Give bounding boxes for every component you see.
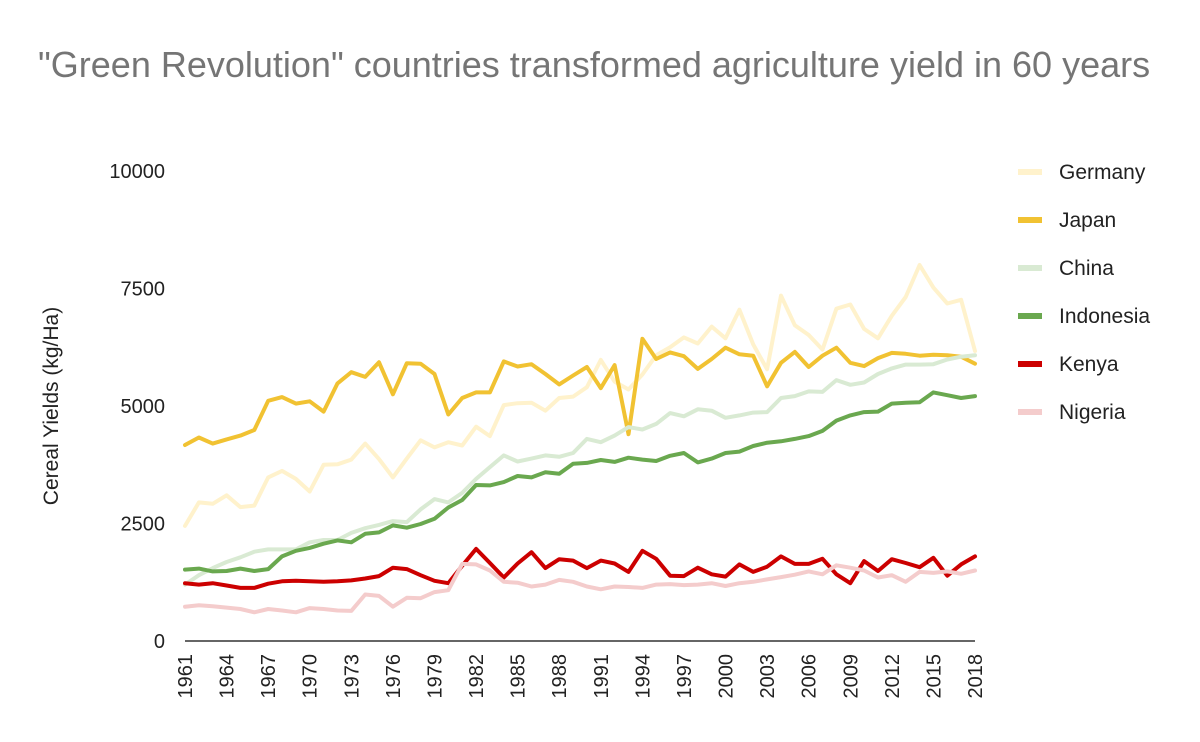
series-line-indonesia xyxy=(183,390,977,574)
x-tick-label: 2009 xyxy=(840,654,862,699)
x-tick-label: 2003 xyxy=(757,654,779,699)
x-tick-label: 1961 xyxy=(175,654,197,699)
series-line-japan xyxy=(183,336,977,447)
series-lines xyxy=(183,263,977,615)
y-tick-labels: 0 2500 5000 7500 10000 xyxy=(109,161,165,653)
x-tick-label: 1967 xyxy=(258,654,280,699)
x-tick-label: 2000 xyxy=(716,654,738,699)
y-tick-label: 2500 xyxy=(121,514,166,536)
y-tick-label: 0 xyxy=(154,631,165,653)
x-tick-label: 1976 xyxy=(383,654,405,699)
x-tick-label: 1964 xyxy=(217,654,239,699)
x-tick-label: 1979 xyxy=(424,654,446,699)
x-tick-label: 1973 xyxy=(341,654,363,699)
legend-label-indonesia: Indonesia xyxy=(1059,305,1150,328)
x-tick-label: 1988 xyxy=(549,654,571,699)
x-tick-label: 1970 xyxy=(300,654,322,699)
series-line-kenya xyxy=(183,546,977,590)
legend-label-nigeria: Nigeria xyxy=(1059,401,1126,424)
legend-label-china: China xyxy=(1059,257,1114,280)
x-tick-labels: 1961 1964 1967 1970 1973 1976 1979 1982 1985 1988… xyxy=(175,654,987,699)
series-line-germany xyxy=(183,263,977,528)
y-axis-title-group: Cereal Yields (kg/Ha) xyxy=(40,307,63,505)
x-tick-label: 1985 xyxy=(508,654,530,699)
legend-label-kenya: Kenya xyxy=(1059,353,1119,376)
y-tick-label: 7500 xyxy=(121,279,166,301)
x-tick-label: 2012 xyxy=(882,654,904,699)
y-tick-label: 5000 xyxy=(121,396,166,418)
x-tick-label: 2006 xyxy=(799,654,821,699)
x-tick-label: 2015 xyxy=(923,654,945,699)
chart-title: "Green Revolution" countries transformed… xyxy=(38,44,1151,85)
x-tick-label: 1994 xyxy=(632,654,654,699)
legend: Germany Japan China Indonesia Kenya Nigeria xyxy=(1018,161,1150,424)
series-line-nigeria xyxy=(183,561,977,615)
series-line-china xyxy=(183,353,977,587)
legend-label-germany: Germany xyxy=(1059,161,1146,184)
x-tick-label: 1991 xyxy=(591,654,613,699)
x-tick-label: 1997 xyxy=(674,654,696,699)
y-axis-title: Cereal Yields (kg/Ha) xyxy=(40,307,63,505)
y-tick-label: 10000 xyxy=(109,161,165,183)
x-tick-label: 2018 xyxy=(965,654,987,699)
legend-label-japan: Japan xyxy=(1059,209,1116,232)
x-tick-label: 1982 xyxy=(466,654,488,699)
